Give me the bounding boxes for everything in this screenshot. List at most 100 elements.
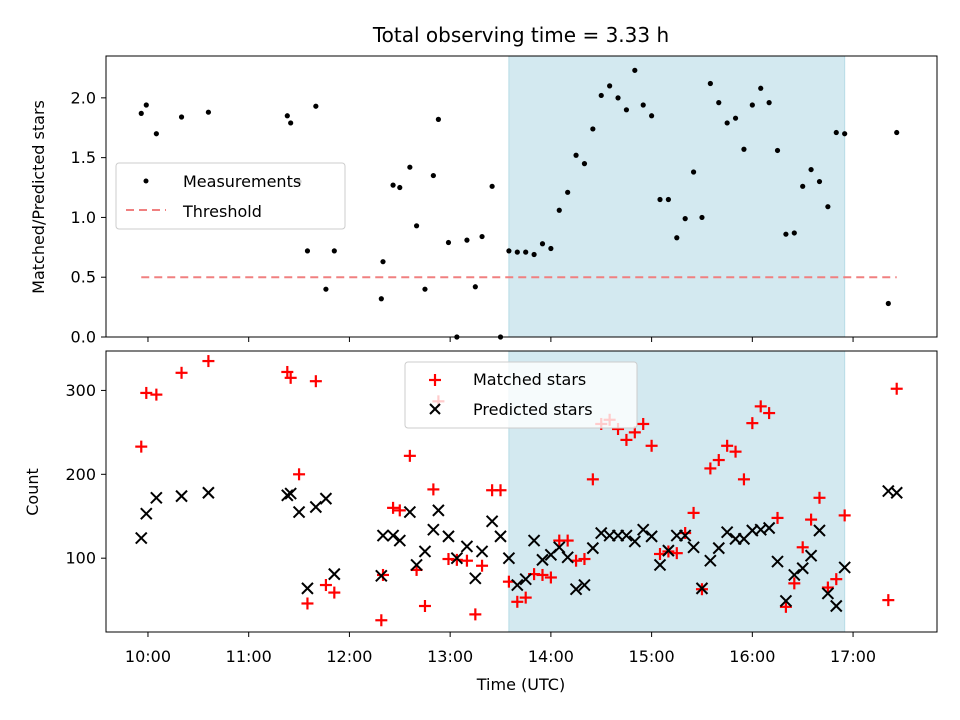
measurement-point <box>581 161 588 167</box>
measurement-point <box>716 100 722 106</box>
matched-star-point <box>645 439 658 452</box>
predicted-star-mark-b <box>796 562 809 575</box>
predicted-star-mark-b <box>637 523 650 536</box>
predicted-star-mark-b <box>450 551 464 565</box>
predicted-star-point <box>150 491 163 504</box>
predicted-star-mark-b <box>890 486 903 499</box>
predicted-star-mark-b <box>469 572 482 585</box>
measurement-point <box>766 100 772 106</box>
predicted-legend-label: Predicted stars <box>473 400 593 419</box>
matched-star-point <box>763 407 776 420</box>
predicted-star-mark-b <box>442 530 455 543</box>
y-tick-label: 0.5 <box>71 268 96 287</box>
matched-star-point <box>175 366 188 379</box>
predicted-star-mark-b <box>662 544 675 557</box>
predicted-star-mark-b <box>762 521 776 535</box>
matched-legend-marker <box>429 374 441 386</box>
measurement-point <box>615 95 621 101</box>
measurement-point <box>430 172 436 179</box>
matched-star-point <box>418 599 431 612</box>
measurement-point <box>842 131 848 137</box>
matched-star-point <box>293 468 306 481</box>
matched-star-point <box>427 483 440 496</box>
predicted-star-point <box>475 545 489 558</box>
predicted-star-mark-b <box>140 507 153 520</box>
predicted-star-point <box>779 594 793 608</box>
predicted-star-mark-b <box>687 541 700 554</box>
threshold-legend-label: Threshold <box>182 202 262 221</box>
predicted-star-mark-b <box>695 582 709 595</box>
measurement-point <box>623 107 630 113</box>
predicted-star-mark-b <box>712 541 725 555</box>
predicted-star-mark-b <box>813 524 826 537</box>
measurement-point <box>573 152 579 158</box>
x-tick-label: 15:00 <box>629 647 675 666</box>
measurement-point <box>682 216 688 222</box>
predicted-star-mark-b <box>427 523 440 536</box>
predicted-star-point <box>890 486 903 499</box>
x-tick-label: 10:00 <box>125 647 171 666</box>
predicted-star-point <box>519 572 532 586</box>
measurement-point <box>707 80 713 87</box>
measurement-point <box>741 146 747 152</box>
predicted-legend-marker <box>429 403 441 415</box>
top-legend: Measurements Threshold <box>115 162 346 230</box>
measurement-point <box>143 102 149 108</box>
measurement-point <box>178 114 185 120</box>
predicted-star-point <box>830 599 843 613</box>
measurements-legend-marker <box>143 178 149 184</box>
matched-star-point <box>796 541 809 554</box>
predicted-star-mark-b <box>720 525 734 539</box>
predicted-star-point <box>628 535 642 548</box>
x-tick-label: 17:00 <box>830 647 876 666</box>
measurement-point <box>791 230 797 236</box>
measurement-point <box>632 67 638 73</box>
predicted-star-mark-b <box>432 504 445 517</box>
predicted-star-point <box>469 572 482 585</box>
predicted-star-mark-b <box>175 489 188 503</box>
top-panel-y-ticks: 0.0 0.5 1.0 1.5 2.0 <box>71 88 106 347</box>
predicted-star-point <box>418 545 432 558</box>
predicted-star-point <box>460 540 474 553</box>
bottom-legend-box <box>404 361 638 429</box>
predicted-star-mark-b <box>502 551 516 565</box>
predicted-star-mark-b <box>553 541 566 554</box>
predicted-star-point <box>569 583 583 596</box>
measurement-point <box>674 235 680 241</box>
predicted-star-mark-b <box>386 529 400 542</box>
measurement-point <box>649 113 655 119</box>
matched-star-point <box>544 571 557 584</box>
predicted-star-mark-b <box>281 489 294 502</box>
predicted-star-point <box>328 567 341 581</box>
measurement-point <box>378 296 384 302</box>
bottom-panel: 100 200 300 10:00 11:00 12:00 13:00 14:00 15:00… <box>23 350 938 694</box>
matched-legend-label: Matched stars <box>473 370 586 389</box>
matched-star-point <box>460 554 473 567</box>
matched-star-point <box>637 417 650 430</box>
matched-star-point <box>729 445 742 458</box>
predicted-star-mark-b <box>519 572 532 586</box>
x-tick-label: 16:00 <box>729 647 775 666</box>
predicted-star-point <box>319 492 333 505</box>
measurement-point <box>690 169 697 175</box>
predicted-star-mark-b <box>494 530 507 543</box>
measurement-point <box>489 183 495 189</box>
measurement-point <box>665 196 671 203</box>
matched-star-point <box>150 388 163 401</box>
predicted-star-point <box>561 551 574 564</box>
measurement-point <box>825 204 831 210</box>
predicted-star-mark-b <box>569 583 583 596</box>
measurement-point <box>556 207 562 213</box>
matched-star-point <box>813 491 826 504</box>
predicted-star-mark-b <box>754 523 767 536</box>
predicted-star-point <box>796 562 809 575</box>
predicted-star-point <box>662 544 675 557</box>
matched-star-point <box>821 581 834 594</box>
predicted-star-point <box>527 534 541 547</box>
measurement-point <box>894 129 900 136</box>
matched-star-point <box>140 386 153 399</box>
measurement-point <box>422 286 428 292</box>
measurement-point <box>565 189 571 195</box>
top-legend-box <box>115 162 346 230</box>
measurement-point <box>313 103 319 109</box>
